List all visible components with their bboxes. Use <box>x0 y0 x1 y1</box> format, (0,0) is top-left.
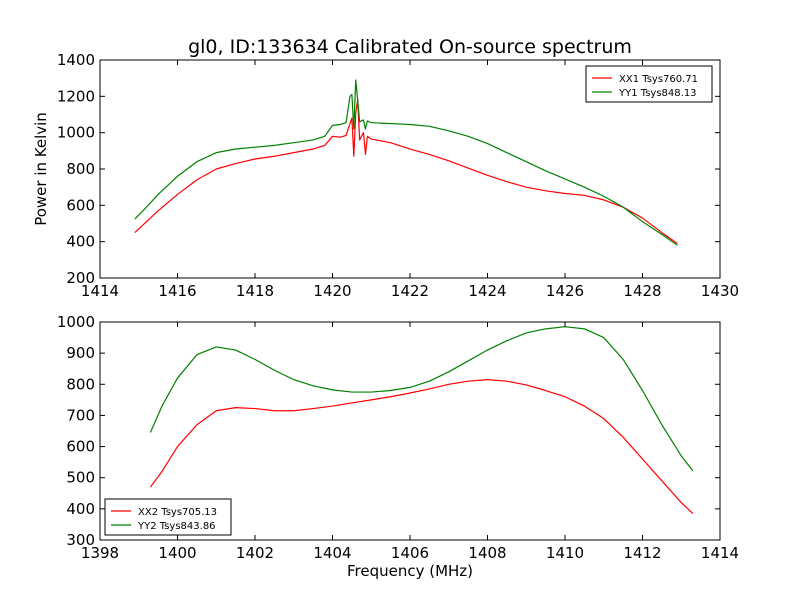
bottom-y-tick-label: 500 <box>66 469 95 487</box>
bottom-x-tick-label: 1406 <box>391 544 429 562</box>
bottom-y-tick-label: 800 <box>66 375 95 393</box>
top-series-line-1 <box>134 99 678 244</box>
top-y-tick-label: 200 <box>66 269 95 287</box>
top-series-line-2 <box>134 79 678 246</box>
chart-title: gl0, ID:133634 Calibrated On-source spec… <box>188 36 632 58</box>
top-x-tick-label: 1426 <box>546 282 584 300</box>
top-y-tick-label: 600 <box>66 196 95 214</box>
top-x-tick-label: 1416 <box>158 282 196 300</box>
bottom-plot: 1398 1400 1402 1404 1406 1408 1410 1412 1414 300 4… <box>57 313 739 562</box>
bottom-y-tick-label: 1000 <box>57 313 95 331</box>
top-x-tick-label: 1424 <box>468 282 506 300</box>
bottom-x-tick-label: 1414 <box>701 544 739 562</box>
bottom-x-tick-label: 1410 <box>546 544 584 562</box>
top-legend: XX1 Tsys760.71 YY1 Tsys848.13 <box>585 65 713 103</box>
top-plot: 1414 1416 1418 1420 1422 1424 1426 1428 1430 200 4… <box>57 51 739 300</box>
top-y-axis-label: Power in Kelvin <box>32 112 50 226</box>
bottom-y-tick-label: 600 <box>66 438 95 456</box>
bottom-x-tick-label: 1404 <box>313 544 351 562</box>
top-y-tick-label: 1200 <box>57 87 95 105</box>
bottom-series-line-1 <box>149 379 694 514</box>
top-y-tick-label: 1400 <box>57 51 95 69</box>
top-y-tick-label: 400 <box>66 233 95 251</box>
bottom-y-tick-label: 400 <box>66 500 95 518</box>
bottom-series-line-2 <box>149 326 694 472</box>
top-x-tick-label: 1414 <box>81 282 119 300</box>
bottom-x-tick-label: 1402 <box>236 544 274 562</box>
bottom-legend-box <box>104 498 232 536</box>
bottom-legend: XX2 Tsys705.13 YY2 Tsys843.86 <box>104 498 232 536</box>
bottom-y-tick-label: 900 <box>66 344 95 362</box>
bottom-legend-label: YY2 Tsys843.86 <box>137 521 216 532</box>
bottom-x-axis-label: Frequency (MHz) <box>347 562 473 580</box>
top-y-tick-label: 1000 <box>57 124 95 142</box>
top-x-tick-label: 1430 <box>701 282 739 300</box>
top-x-tick-label: 1420 <box>313 282 351 300</box>
bottom-y-tick-label: 300 <box>66 531 95 549</box>
bottom-y-tick-label: 700 <box>66 406 95 424</box>
bottom-x-tick-label: 1398 <box>81 544 119 562</box>
top-y-tick-label: 800 <box>66 160 95 178</box>
top-legend-label: YY1 Tsys848.13 <box>618 88 697 99</box>
top-x-tick-label: 1428 <box>623 282 661 300</box>
bottom-x-tick-label: 1412 <box>623 544 661 562</box>
bottom-legend-label: XX2 Tsys705.13 <box>138 507 217 518</box>
top-legend-box <box>585 65 713 103</box>
top-x-tick-label: 1422 <box>391 282 429 300</box>
bottom-x-tick-label: 1400 <box>158 544 196 562</box>
bottom-x-tick-label: 1408 <box>468 544 506 562</box>
top-legend-label: XX1 Tsys760.71 <box>619 74 698 85</box>
top-x-tick-label: 1418 <box>236 282 274 300</box>
